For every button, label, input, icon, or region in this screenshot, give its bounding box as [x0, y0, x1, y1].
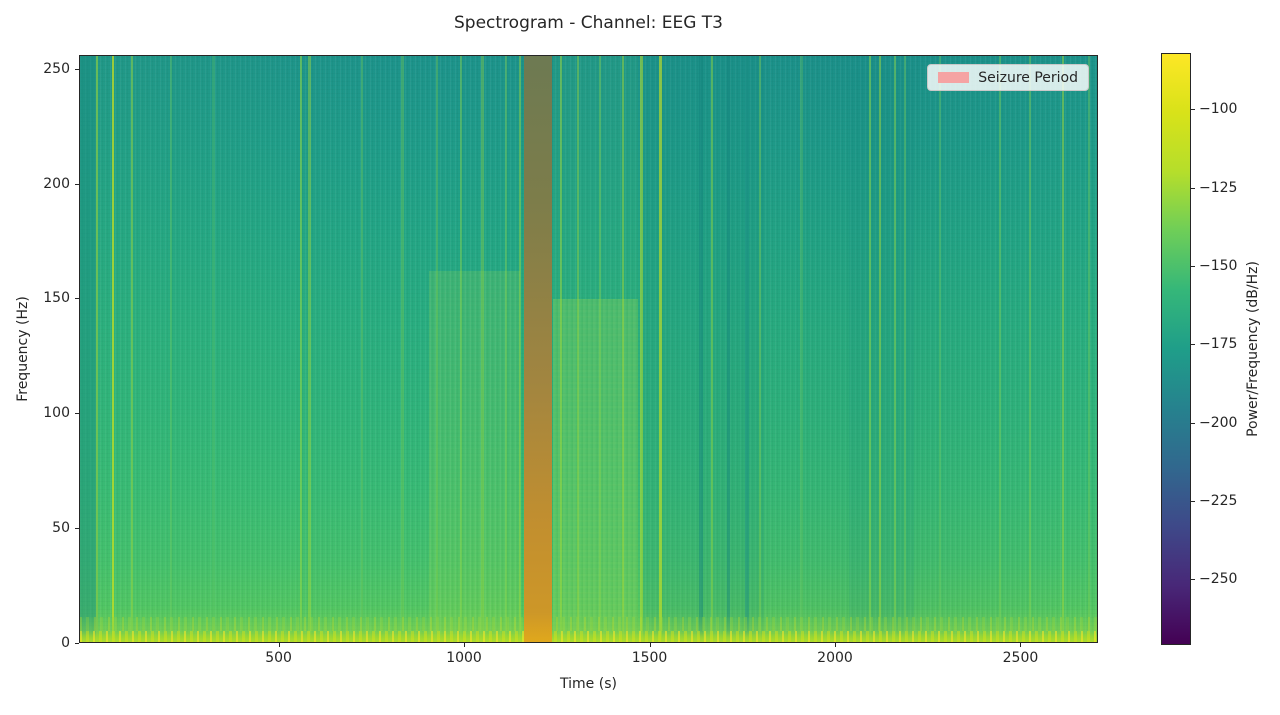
y-tick-mark: [75, 298, 79, 300]
colorbar-tick-mark: [1191, 109, 1195, 111]
colorbar-label-text: Power/Frequency (dB/Hz): [1245, 261, 1262, 437]
colorbar-tick-label: −175: [1199, 336, 1238, 353]
x-tick-label: 1000: [446, 650, 482, 666]
y-tick-label: 50: [52, 520, 70, 537]
y-axis-label: Frequency (Hz): [8, 55, 38, 643]
spectrogram-streak: [878, 56, 881, 642]
colorbar-tick-label: −150: [1199, 257, 1238, 274]
spectrogram-streak: [699, 56, 703, 642]
y-axis: 0 50 100 150 200 250: [0, 55, 79, 651]
spectrogram-streak: [726, 56, 730, 642]
spectrogram-streak: [1028, 56, 1031, 642]
colorbar-tick-mark: [1191, 187, 1195, 189]
spectrogram-streak: [640, 56, 644, 642]
spectrogram-region: [80, 56, 98, 642]
legend-swatch-seizure: [938, 72, 970, 83]
spectrogram-streak: [96, 56, 99, 642]
spectrogram-streak: [307, 56, 311, 642]
spectrogram-region: [553, 56, 638, 642]
y-tick-mark: [75, 413, 79, 415]
colorbar-tick-label: −225: [1199, 492, 1238, 509]
y-tick-label: 0: [61, 635, 70, 651]
colorbar-tick-mark: [1191, 265, 1195, 267]
spectrogram-streak: [299, 56, 302, 642]
colorbar-tick-mark: [1191, 344, 1195, 346]
spectrogram-streak: [758, 56, 761, 642]
spectrogram-streak: [212, 56, 216, 642]
colorbar-tick-label: −200: [1199, 414, 1238, 431]
y-tick-mark: [75, 528, 79, 530]
spectrogram-streak: [480, 56, 484, 642]
x-tick-mark: [278, 643, 280, 647]
y-tick-mark: [75, 643, 79, 644]
spectrogram-streak: [1062, 56, 1065, 642]
spectrogram-streak: [170, 56, 173, 642]
spectrogram-streak: [999, 56, 1002, 642]
y-tick-mark: [75, 183, 79, 185]
x-tick-label: 1500: [631, 650, 668, 666]
spectrogram-region: [429, 271, 520, 642]
legend: Seizure Period: [927, 64, 1089, 91]
x-axis: 500 1000 1500 2000 2500: [79, 643, 1098, 671]
spectrogram-streak: [130, 56, 133, 642]
x-tick-mark: [834, 643, 836, 647]
spectrogram-streak: [904, 56, 907, 642]
spectrogram-streak: [401, 56, 405, 642]
colorbar-tick-mark: [1191, 579, 1195, 581]
x-tick-mark: [649, 643, 651, 647]
spectrogram-region: [849, 69, 915, 642]
x-axis-label: Time (s): [560, 676, 617, 692]
colorbar-tick-label: −250: [1199, 571, 1238, 588]
spectrogram-streak: [799, 56, 803, 642]
spectrogram-streak: [1088, 56, 1091, 642]
colorbar-tick-label: −125: [1199, 179, 1238, 196]
spectrogram-streak: [622, 56, 624, 642]
spectrogram-region: [553, 298, 638, 642]
x-tick-mark: [464, 643, 466, 647]
spectrogram-streak: [360, 56, 363, 642]
spectrogram-streak: [577, 56, 580, 642]
chart-title: Spectrogram - Channel: EEG T3: [454, 13, 723, 33]
spectrogram-plot: Seizure Period: [79, 55, 1098, 643]
y-tick-mark: [75, 68, 79, 70]
legend-label: Seizure Period: [978, 69, 1078, 86]
low-frequency-band: [80, 631, 1097, 642]
spectrogram-streak: [711, 56, 714, 642]
y-tick-label: 250: [43, 60, 70, 77]
spectrogram-streak: [435, 56, 438, 642]
colorbar-tick-mark: [1191, 422, 1195, 424]
spectrogram-streak: [659, 56, 663, 642]
y-tick-label: 100: [43, 405, 70, 422]
seizure-period-overlay: [523, 56, 553, 642]
x-tick-label: 2500: [1002, 650, 1039, 666]
spectrogram-streak: [112, 56, 115, 642]
spectrogram-streak: [894, 56, 897, 642]
spectrogram-streak: [519, 56, 522, 642]
spectrogram-streak: [505, 56, 507, 642]
colorbar-tick-mark: [1191, 500, 1195, 502]
x-tick-label: 2000: [817, 650, 853, 666]
spectrogram-streak: [460, 56, 463, 642]
y-axis-label-text: Frequency (Hz): [15, 296, 32, 402]
colorbar-tick-label: −100: [1199, 101, 1238, 118]
x-tick-label: 500: [265, 650, 292, 666]
colorbar: [1161, 53, 1191, 645]
spectrogram-streaks-layer: [80, 56, 1097, 642]
colorbar-axis: −100 −125 −150 −175 −200 −225 −250: [1191, 53, 1253, 645]
spectrogram-streak: [744, 56, 749, 642]
x-tick-mark: [1020, 643, 1022, 647]
spectrogram-streak: [868, 56, 871, 642]
spectrogram-streak: [938, 56, 941, 642]
y-tick-label: 200: [43, 175, 70, 192]
spectrogram-streak: [599, 56, 602, 642]
y-tick-label: 150: [43, 290, 70, 307]
colorbar-label: Power/Frequency (dB/Hz): [1238, 53, 1268, 645]
spectrogram-streak: [559, 56, 562, 642]
low-frequency-band-upper: [80, 617, 1097, 631]
